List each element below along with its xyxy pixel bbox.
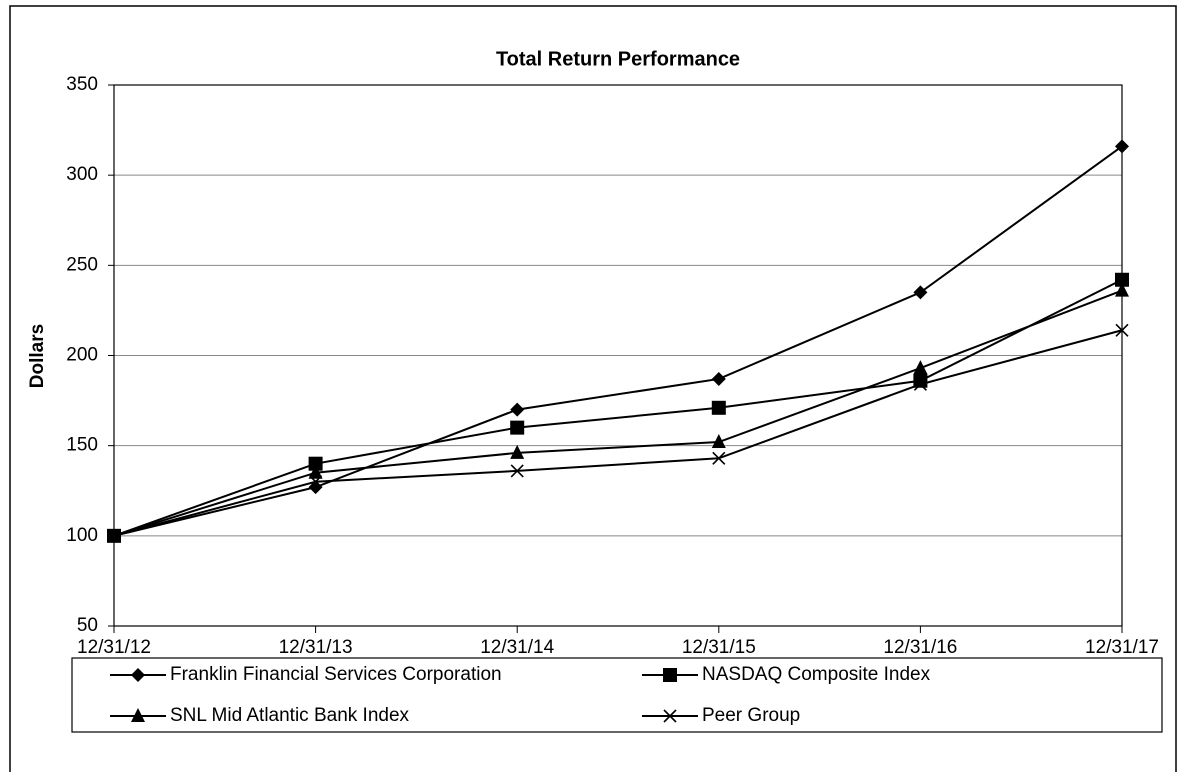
- marker: [510, 420, 525, 435]
- legend-marker: [131, 668, 145, 682]
- x-tick-label: 12/31/16: [883, 637, 957, 658]
- y-tick-label: 200: [66, 345, 98, 366]
- marker: [510, 402, 525, 417]
- y-tick-label: 150: [66, 435, 98, 456]
- marker: [1115, 272, 1129, 287]
- series-line: [113, 145, 1123, 537]
- marker: [711, 400, 726, 415]
- marker: [1115, 139, 1129, 154]
- x-tick-label: 12/31/13: [279, 637, 353, 658]
- y-tick-label: 350: [66, 74, 98, 95]
- marker: [711, 434, 726, 449]
- plot-frame: [113, 84, 1123, 627]
- marker: [510, 464, 524, 478]
- marker: [1115, 282, 1129, 297]
- series-line: [113, 278, 1123, 537]
- x-tick-label: 12/31/14: [480, 637, 554, 658]
- legend-label: SNL Mid Atlantic Bank Index: [170, 705, 410, 726]
- marker: [913, 360, 928, 375]
- marker: [913, 377, 927, 391]
- y-tick-label: 100: [66, 525, 98, 546]
- x-tick-label: 12/31/17: [1085, 637, 1159, 658]
- marker: [913, 285, 928, 300]
- series-line: [113, 329, 1123, 537]
- legend-label: Peer Group: [702, 705, 800, 726]
- y-axis-label: Dollars: [27, 324, 48, 388]
- marker: [1115, 323, 1129, 337]
- y-tick-label: 250: [66, 254, 98, 275]
- legend-box: [71, 657, 1163, 733]
- legend-marker: [131, 708, 145, 722]
- legend-label: Franklin Financial Services Corporation: [170, 664, 502, 685]
- legend-marker: [663, 709, 677, 723]
- y-tick-label: 50: [77, 615, 98, 636]
- marker: [309, 475, 323, 489]
- marker: [308, 464, 323, 479]
- legend-label: NASDAQ Composite Index: [702, 664, 931, 685]
- series-line: [113, 289, 1123, 537]
- marker: [711, 371, 726, 386]
- marker: [510, 444, 525, 459]
- x-tick-label: 12/31/15: [682, 637, 756, 658]
- marker: [712, 451, 726, 465]
- x-tick-label: 12/31/12: [77, 637, 151, 658]
- y-tick-label: 300: [66, 164, 98, 185]
- marker: [308, 456, 323, 471]
- legend-marker: [663, 668, 677, 682]
- chart-frame: [9, 5, 1177, 772]
- marker: [107, 529, 121, 543]
- chart-title: Total Return Performance: [496, 48, 740, 70]
